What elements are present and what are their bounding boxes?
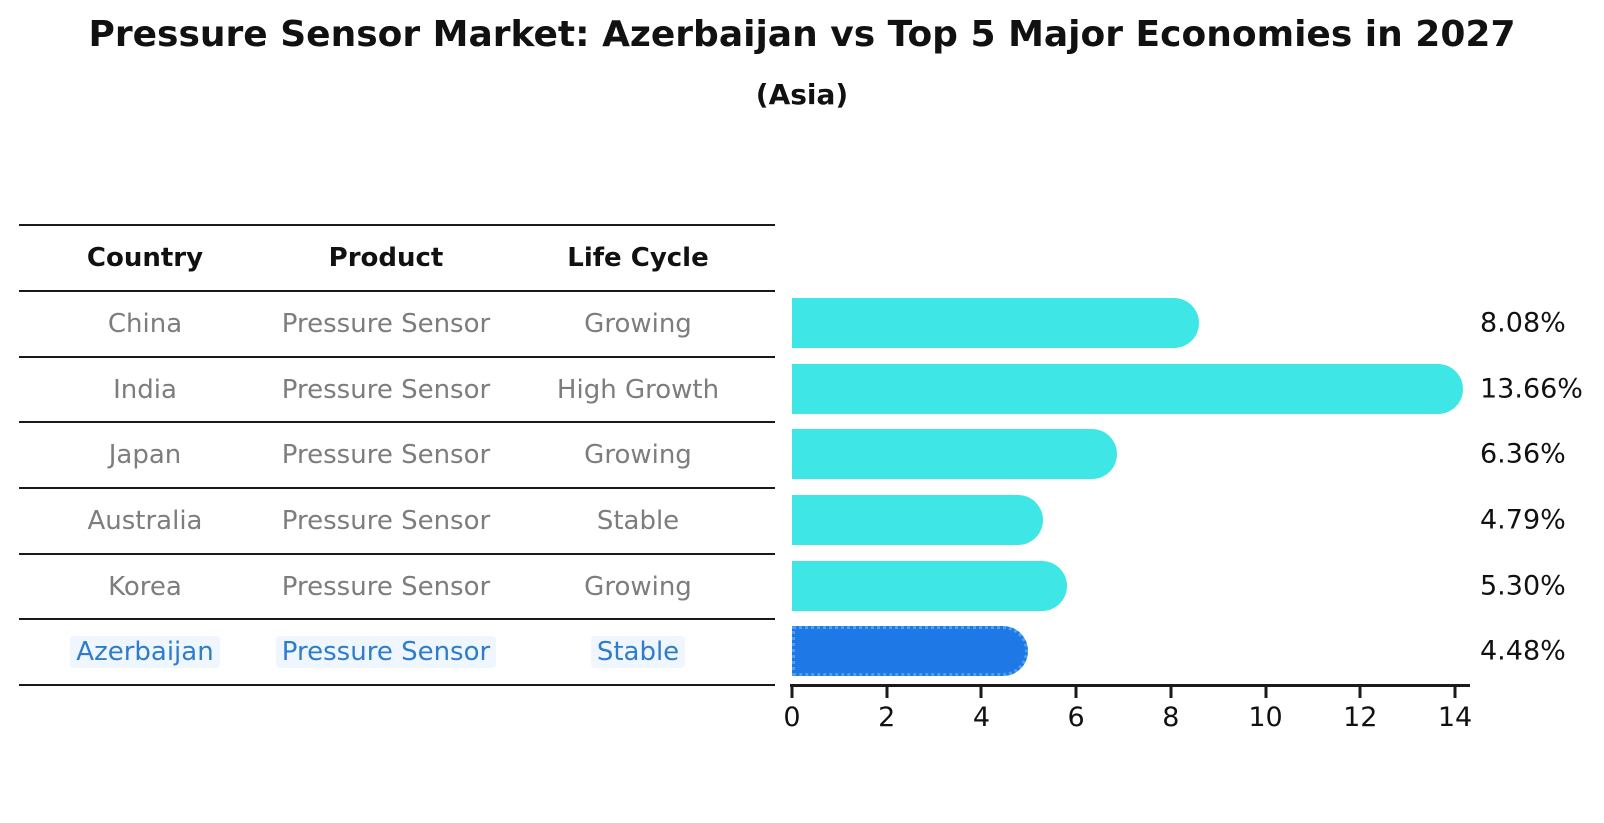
table-header-row: Country Product Life Cycle: [19, 224, 775, 290]
x-axis-tick: [1264, 687, 1268, 698]
bar-china: [792, 297, 1199, 348]
table-row: Japan Pressure Sensor Growing: [19, 421, 775, 487]
x-axis-tick: [790, 687, 794, 698]
value-label: 5.30%: [1480, 570, 1566, 601]
value-label: 8.08%: [1480, 307, 1566, 339]
product-cell: Pressure Sensor: [281, 374, 491, 405]
life-cycle-cell: Growing: [584, 571, 692, 602]
bar-azerbaijan: [792, 626, 1029, 677]
x-axis-tick-label: 10: [1248, 702, 1283, 733]
table-row: Azerbaijan Pressure Sensor Stable: [19, 618, 775, 684]
product-cell: Pressure Sensor: [271, 636, 501, 669]
value-label: 4.48%: [1480, 635, 1566, 667]
x-axis-tick-label: 6: [1067, 702, 1085, 733]
product-cell: Pressure Sensor: [281, 505, 491, 536]
product-cell: Pressure Sensor: [281, 440, 491, 471]
bar-korea: [792, 560, 1067, 611]
product-cell: Pressure Sensor: [281, 308, 491, 339]
country-cell: Australia: [87, 505, 203, 536]
table-row: Australia Pressure Sensor Stable: [19, 487, 775, 553]
life-cycle-cell: Growing: [584, 308, 692, 339]
x-axis-tick: [979, 687, 983, 698]
column-header-life-cycle: Life Cycle: [567, 243, 709, 273]
country-cell: India: [113, 374, 177, 405]
column-header-product: Product: [328, 243, 444, 273]
value-label: 6.36%: [1480, 438, 1566, 470]
country-cell: China: [107, 308, 183, 339]
country-table: Country Product Life Cycle China Pressure…: [19, 224, 775, 687]
table-row: Korea Pressure Sensor Growing: [19, 552, 775, 619]
bar-japan: [792, 429, 1118, 480]
life-cycle-cell: High Growth: [556, 374, 720, 405]
country-cell: Korea: [108, 571, 182, 602]
product-cell: Pressure Sensor: [281, 571, 491, 602]
x-axis-tick: [1453, 687, 1457, 698]
x-axis-tick-label: 0: [783, 702, 801, 733]
x-axis-tick-label: 12: [1343, 702, 1378, 733]
column-header-country: Country: [86, 243, 204, 273]
value-label: 13.66%: [1480, 373, 1583, 404]
chart-subtitle: (Asia): [755, 78, 849, 111]
country-cell: Azerbaijan: [19, 636, 271, 669]
table-row: China Pressure Sensor Growing: [19, 290, 775, 356]
x-axis-tick: [1169, 687, 1173, 698]
bar-india: [792, 363, 1463, 414]
x-axis-tick-label: 2: [878, 702, 896, 733]
life-cycle-cell: Growing: [584, 440, 692, 471]
life-cycle-cell: Stable: [596, 505, 680, 536]
bar-australia: [792, 494, 1043, 545]
country-cell: Japan: [108, 440, 182, 471]
x-axis-tick-label: 4: [972, 702, 991, 733]
value-label: 4.79%: [1480, 504, 1566, 536]
chart-title: Pressure Sensor Market: Azerbaijan vs To…: [88, 14, 1516, 55]
x-axis-tick: [1358, 687, 1362, 698]
x-axis-line: [790, 684, 1470, 687]
x-axis-tick: [1074, 687, 1078, 698]
life-cycle-cell: Stable: [501, 636, 775, 669]
x-axis-tick: [885, 687, 889, 698]
x-axis-tick-label: 8: [1162, 702, 1180, 733]
table-row: India Pressure Sensor High Growth: [19, 355, 775, 422]
x-axis-tick-label: 14: [1437, 702, 1473, 733]
